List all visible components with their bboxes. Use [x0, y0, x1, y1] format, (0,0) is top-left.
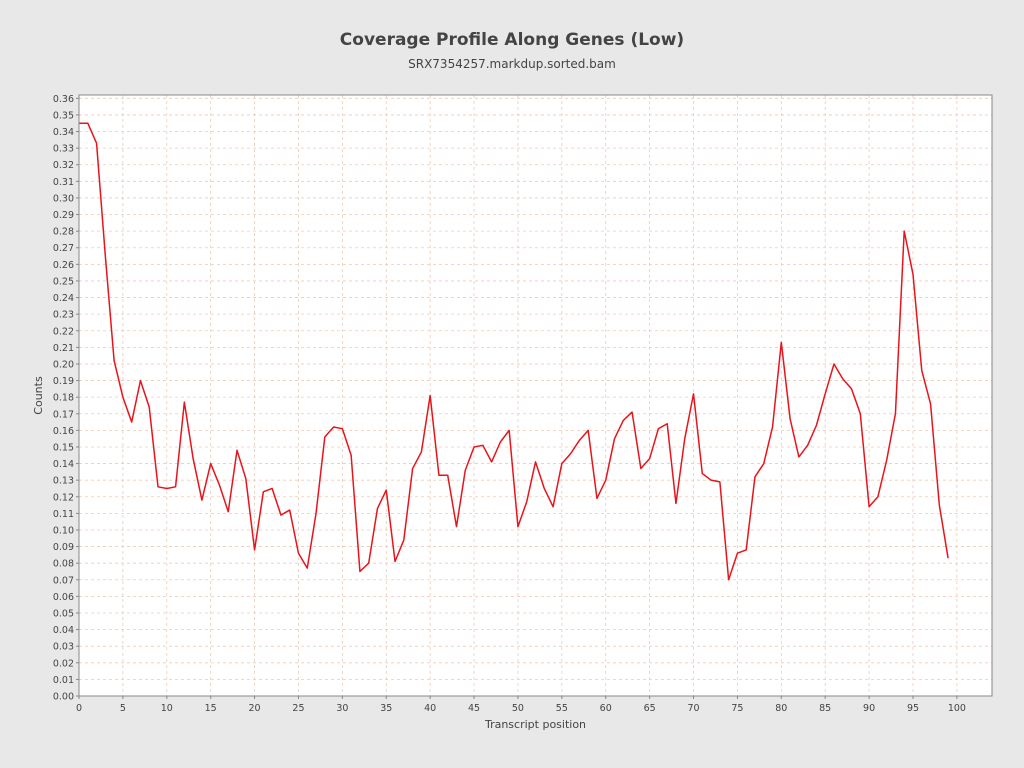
x-tick-label: 45: [468, 703, 480, 714]
x-tick-label: 100: [948, 703, 966, 714]
x-tick-label: 0: [76, 703, 82, 714]
y-tick-label: 0.17: [53, 409, 74, 420]
y-tick-label: 0.01: [53, 675, 74, 686]
x-tick-label: 85: [819, 703, 831, 714]
y-tick-label: 0.02: [53, 658, 74, 669]
x-tick-label: 55: [556, 703, 568, 714]
y-tick-label: 0.05: [53, 608, 74, 619]
y-tick-label: 0.00: [53, 692, 74, 703]
grid-layer: [78, 95, 992, 697]
y-tick-label: 0.21: [53, 343, 74, 354]
y-tick-label: 0.35: [53, 110, 74, 121]
plot-border: [78, 94, 993, 697]
x-tick-label: 75: [731, 703, 743, 714]
y-tick-label: 0.03: [53, 642, 74, 653]
x-tick-label: 65: [644, 703, 656, 714]
x-tick-label: 20: [249, 703, 261, 714]
y-tick-label: 0.32: [53, 160, 74, 171]
plot-background: [79, 95, 992, 696]
x-tick-label: 40: [424, 703, 436, 714]
y-tick-label: 0.31: [53, 177, 74, 188]
chart-title: Coverage Profile Along Genes (Low): [339, 30, 685, 50]
y-tick-label: 0.28: [53, 227, 74, 238]
y-tick-label: 0.34: [53, 127, 74, 138]
x-axis-label: Transcript position: [484, 718, 586, 731]
y-tick-label: 0.25: [53, 276, 74, 287]
y-tick-label: 0.27: [53, 243, 74, 254]
x-tick-label: 50: [512, 703, 524, 714]
y-tick-label: 0.13: [53, 476, 74, 487]
x-tick-label: 95: [907, 703, 919, 714]
y-tick-label: 0.08: [53, 559, 74, 570]
y-tick-label: 0.23: [53, 310, 74, 321]
y-tick-label: 0.22: [53, 326, 74, 337]
y-tick-label: 0.07: [53, 575, 74, 586]
x-tick-label: 70: [687, 703, 699, 714]
y-tick-label: 0.24: [53, 293, 74, 304]
y-tick-label: 0.04: [53, 625, 74, 636]
x-tick-label: 90: [863, 703, 875, 714]
series-line: [79, 122, 949, 581]
series-layer: [79, 122, 949, 581]
y-tick-label: 0.29: [53, 210, 74, 221]
ticks-layer: 0.00 0.01 0.02 0.03 0.04 0.05 0.06 0.07 0.08 0.09…: [53, 94, 966, 714]
y-axis-label: Counts: [32, 376, 45, 415]
x-tick-label: 30: [336, 703, 348, 714]
x-tick-label: 35: [380, 703, 392, 714]
x-tick-label: 15: [205, 703, 217, 714]
y-tick-label: 0.14: [53, 459, 74, 470]
y-tick-label: 0.16: [53, 426, 74, 437]
y-tick-label: 0.12: [53, 492, 74, 503]
y-tick-label: 0.26: [53, 260, 74, 271]
y-tick-label: 0.10: [53, 525, 74, 536]
x-tick-label: 10: [161, 703, 173, 714]
y-tick-label: 0.20: [53, 359, 74, 370]
y-tick-label: 0.09: [53, 542, 74, 553]
y-tick-label: 0.33: [53, 144, 74, 155]
x-tick-label: 80: [775, 703, 787, 714]
x-tick-label: 5: [120, 703, 126, 714]
y-tick-label: 0.15: [53, 442, 74, 453]
y-tick-label: 0.18: [53, 393, 74, 404]
y-tick-label: 0.19: [53, 376, 74, 387]
y-tick-label: 0.06: [53, 592, 74, 603]
chart-subtitle: SRX7354257.markdup.sorted.bam: [408, 57, 616, 71]
y-tick-label: 0.36: [53, 94, 74, 105]
y-tick-label: 0.30: [53, 193, 74, 204]
y-tick-label: 0.11: [53, 509, 74, 520]
x-tick-label: 60: [600, 703, 612, 714]
x-tick-label: 25: [292, 703, 304, 714]
